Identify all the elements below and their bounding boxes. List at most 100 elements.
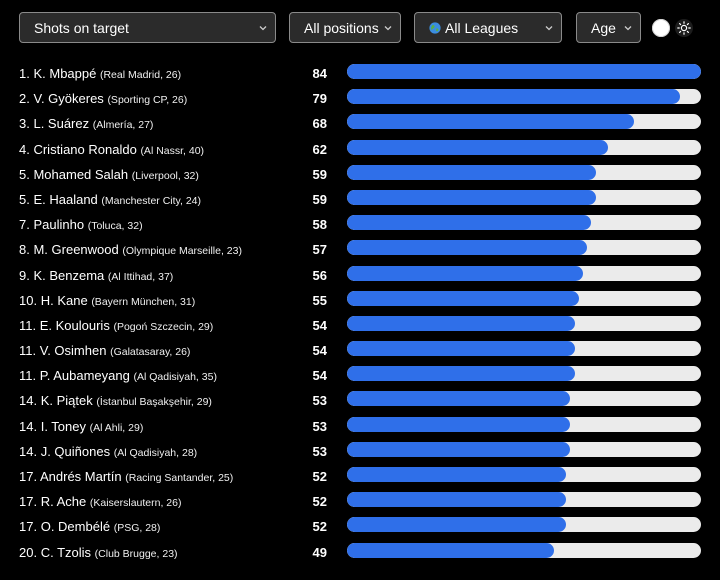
player-club-age: (PSG, 28) <box>113 522 161 535</box>
player-club-age: (Sporting CP, 26) <box>107 94 188 107</box>
player-label: 7. Paulinho (Toluca, 32) <box>19 217 143 232</box>
table-row[interactable]: 14. J. Quiñones (Al Qadisiyah, 28) 53 <box>0 438 720 463</box>
player-club-age: (İstanbul Başakşehir, 29) <box>96 396 212 409</box>
bar-track <box>347 366 701 382</box>
data-label: 52 <box>312 469 327 484</box>
stat-select[interactable]: Shots on target <box>19 12 276 43</box>
player-rank: 2. <box>19 91 30 107</box>
bar <box>347 542 554 558</box>
data-label: 54 <box>312 317 327 333</box>
table-row[interactable]: 11. E. Koulouris (Pogoń Szczecin, 29) 54 <box>0 312 720 337</box>
player-label: 3. L. Suárez (Almería, 27) <box>19 116 153 131</box>
filter-toolbar: Shots on target All positions All League… <box>19 12 709 45</box>
table-row[interactable]: 20. C. Tzolis (Club Brugge, 23) 49 <box>0 539 720 564</box>
data-label: 68 <box>312 116 327 132</box>
table-row[interactable]: 11. V. Osimhen (Galatasaray, 26) 54 <box>0 337 720 362</box>
table-row[interactable]: 3. L. Suárez (Almería, 27) 68 <box>0 110 720 135</box>
player-rank: 5. <box>19 191 30 207</box>
player-club-age: (Galatasaray, 26) <box>110 346 191 359</box>
bar <box>347 64 701 79</box>
bar-track <box>347 315 701 331</box>
bar <box>347 341 575 357</box>
player-club-age: (Al Nassr, 40) <box>140 144 205 157</box>
player-club-age: (Al Ittihad, 37) <box>107 270 174 283</box>
bar-track <box>347 189 701 205</box>
bar <box>347 114 634 130</box>
table-row[interactable]: 17. O. Dembélé (PSG, 28) 52 <box>0 513 720 538</box>
table-row[interactable]: 17. Andrés Martín (Racing Santander, 25)… <box>0 463 720 488</box>
chevron-down-icon <box>258 23 268 33</box>
player-label: 5. E. Haaland (Manchester City, 24) <box>19 192 201 207</box>
chevron-down-icon <box>623 23 633 33</box>
bar <box>347 215 592 231</box>
bar-track <box>347 265 701 281</box>
position-select[interactable]: All positions <box>289 12 401 43</box>
data-label: 53 <box>312 418 327 434</box>
bar <box>347 139 609 155</box>
table-row[interactable]: 7. Paulinho (Toluca, 32) 58 <box>0 211 720 236</box>
bar <box>347 517 567 533</box>
table-row[interactable]: 2. V. Gyökeres (Sporting CP, 26) 79 <box>0 85 720 110</box>
player-rank: 3. <box>19 116 30 132</box>
player-club-age: (Pogoń Szczecin, 29) <box>113 320 214 333</box>
table-row[interactable]: 9. K. Benzema (Al Ittihad, 37) 56 <box>0 262 720 287</box>
bar-track <box>347 114 701 130</box>
bar-track <box>347 542 701 558</box>
player-name: E. Koulouris <box>39 317 110 333</box>
league-select[interactable]: All Leagues <box>414 12 562 43</box>
bar <box>347 467 567 482</box>
table-row[interactable]: 14. K. Piątek (İstanbul Başakşehir, 29) 5… <box>0 387 720 412</box>
player-name: R. Ache <box>40 494 87 510</box>
player-name: C. Tzolis <box>40 544 92 560</box>
player-label: 17. Andrés Martín (Racing Santander, 25) <box>19 469 233 484</box>
player-name: V. Osimhen <box>39 343 107 359</box>
player-club-age: (Toluca, 32) <box>87 220 143 233</box>
bar-track <box>347 139 701 155</box>
league-select-label: All Leagues <box>445 19 519 36</box>
bar-track <box>347 64 701 79</box>
table-row[interactable]: 1. K. Mbappé (Real Madrid, 26) 84 <box>0 60 720 85</box>
player-rank: 17. <box>19 494 38 510</box>
player-name: P. Aubameyang <box>39 368 130 384</box>
player-rank: 7. <box>19 217 30 233</box>
player-rank: 11. <box>19 317 37 333</box>
ranking-chart: 1. K. Mbappé (Real Madrid, 26) 84 2. V. Gy… <box>0 60 720 564</box>
data-label: 62 <box>312 141 327 157</box>
player-label: 5. Mohamed Salah (Liverpool, 32) <box>19 167 199 182</box>
data-label: 54 <box>312 343 327 359</box>
player-label: 14. I. Toney (Al Ahli, 29) <box>19 419 143 434</box>
table-row[interactable]: 11. P. Aubameyang (Al Qadisiyah, 35) 54 <box>0 362 720 387</box>
player-name: O. Dembélé <box>40 519 111 535</box>
theme-toggle[interactable] <box>652 19 694 37</box>
player-name: Mohamed Salah <box>33 166 129 182</box>
stat-select-label: Shots on target <box>34 19 129 36</box>
table-row[interactable]: 5. Mohamed Salah (Liverpool, 32) 59 <box>0 161 720 186</box>
table-row[interactable]: 5. E. Haaland (Manchester City, 24) 59 <box>0 186 720 211</box>
table-row[interactable]: 8. M. Greenwood (Olympique Marseille, 23… <box>0 236 720 261</box>
player-club-age: (Racing Santander, 25) <box>125 472 234 484</box>
table-row[interactable]: 14. I. Toney (Al Ahli, 29) 53 <box>0 413 720 438</box>
player-rank: 5. <box>19 166 30 182</box>
player-label: 14. J. Quiñones (Al Qadisiyah, 28) <box>19 444 197 459</box>
player-name: I. Toney <box>40 418 86 434</box>
player-label: 11. V. Osimhen (Galatasaray, 26) <box>19 343 190 358</box>
bar <box>347 290 579 306</box>
table-row[interactable]: 4. Cristiano Ronaldo (Al Nassr, 40) 62 <box>0 136 720 161</box>
player-rank: 17. <box>19 469 38 484</box>
table-row[interactable]: 17. R. Ache (Kaiserslautern, 26) 52 <box>0 488 720 513</box>
player-club-age: (Olympique Marseille, 23) <box>122 245 242 258</box>
table-row[interactable]: 10. H. Kane (Bayern München, 31) 55 <box>0 287 720 312</box>
data-label: 53 <box>312 443 327 459</box>
age-select[interactable]: Age <box>576 12 641 43</box>
bar <box>347 164 596 180</box>
data-label: 59 <box>312 191 327 207</box>
player-rank: 11. <box>19 368 37 384</box>
player-rank: 10. <box>19 292 38 308</box>
data-label: 84 <box>312 66 327 81</box>
player-rank: 8. <box>19 242 30 258</box>
player-rank: 9. <box>19 267 30 283</box>
player-name: Paulinho <box>33 217 85 233</box>
data-label: 49 <box>312 544 327 560</box>
player-label: 9. K. Benzema (Al Ittihad, 37) <box>19 268 173 283</box>
bar-track <box>347 341 701 357</box>
